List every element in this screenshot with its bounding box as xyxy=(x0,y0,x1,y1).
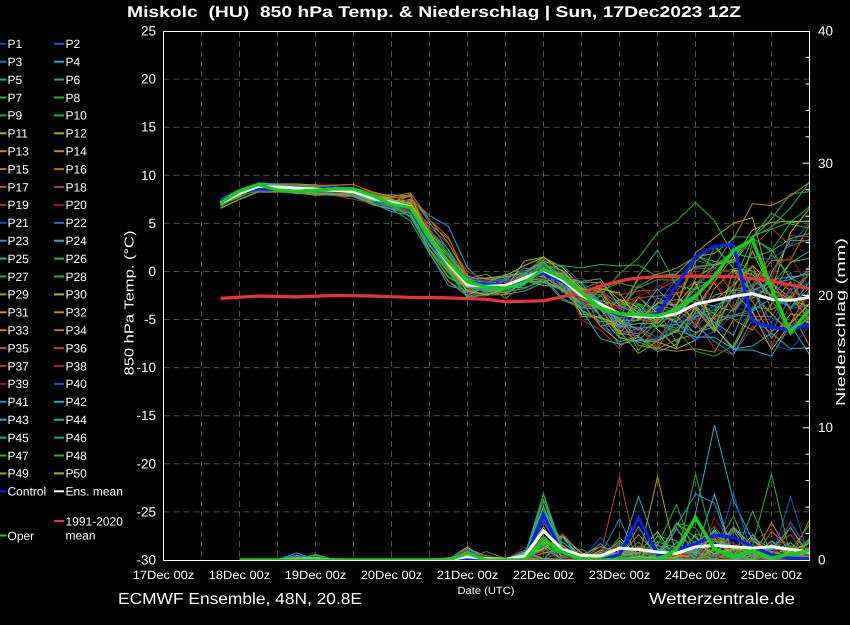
svg-text:P30: P30 xyxy=(66,288,88,302)
svg-text:P40: P40 xyxy=(66,377,88,391)
svg-text:P25: P25 xyxy=(8,252,30,266)
svg-text:P23: P23 xyxy=(8,234,30,248)
svg-text:P49: P49 xyxy=(8,467,30,481)
svg-text:P22: P22 xyxy=(66,216,88,230)
svg-text:18Dec 00z: 18Dec 00z xyxy=(209,568,271,582)
svg-text:P9: P9 xyxy=(8,109,23,123)
svg-text:20: 20 xyxy=(818,288,833,303)
svg-text:P33: P33 xyxy=(8,324,30,338)
svg-text:P34: P34 xyxy=(66,324,88,338)
svg-text:P21: P21 xyxy=(8,216,30,230)
svg-text:-30: -30 xyxy=(136,553,156,568)
svg-text:P29: P29 xyxy=(8,288,30,302)
svg-text:-10: -10 xyxy=(136,360,156,375)
svg-text:P24: P24 xyxy=(66,234,88,248)
svg-text:Date (UTC): Date (UTC) xyxy=(458,585,515,597)
svg-text:850 hPa Temp. (°C): 850 hPa Temp. (°C) xyxy=(122,231,137,376)
svg-text:25Dec 00z: 25Dec 00z xyxy=(741,568,803,582)
svg-text:-20: -20 xyxy=(136,456,156,471)
svg-text:P39: P39 xyxy=(8,377,30,391)
svg-text:Control: Control xyxy=(8,485,47,499)
svg-text:P44: P44 xyxy=(66,413,88,427)
svg-text:P5: P5 xyxy=(8,73,23,87)
svg-text:Oper: Oper xyxy=(8,529,35,543)
svg-text:10: 10 xyxy=(141,168,156,183)
svg-text:25: 25 xyxy=(141,24,156,39)
svg-text:P31: P31 xyxy=(8,306,30,320)
svg-text:24Dec 00z: 24Dec 00z xyxy=(665,568,727,582)
svg-text:Miskolc (HU) 850 hPa Temp. &: Miskolc (HU) 850 hPa Temp. & Niederschla… xyxy=(127,4,742,21)
svg-text:P1: P1 xyxy=(8,37,23,51)
svg-text:17Dec 00z: 17Dec 00z xyxy=(133,568,195,582)
svg-text:P48: P48 xyxy=(66,449,88,463)
svg-text:P7: P7 xyxy=(8,91,23,105)
svg-text:P8: P8 xyxy=(66,91,81,105)
svg-text:30: 30 xyxy=(818,156,833,171)
svg-text:P50: P50 xyxy=(66,467,88,481)
svg-text:1991-2020: 1991-2020 xyxy=(66,514,124,528)
svg-text:P18: P18 xyxy=(66,180,88,194)
svg-text:15: 15 xyxy=(141,120,156,135)
svg-text:P43: P43 xyxy=(8,413,30,427)
svg-text:P4: P4 xyxy=(66,55,81,69)
svg-text:P3: P3 xyxy=(8,55,23,69)
svg-text:P16: P16 xyxy=(66,162,88,176)
svg-text:P15: P15 xyxy=(8,162,30,176)
svg-text:P38: P38 xyxy=(66,359,88,373)
svg-text:-15: -15 xyxy=(136,408,156,423)
svg-text:P36: P36 xyxy=(66,341,88,355)
svg-text:5: 5 xyxy=(148,216,156,231)
svg-text:20Dec 00z: 20Dec 00z xyxy=(361,568,423,582)
svg-text:0: 0 xyxy=(818,553,826,568)
svg-text:0: 0 xyxy=(148,264,156,279)
svg-text:22Dec 00z: 22Dec 00z xyxy=(513,568,575,582)
svg-text:P46: P46 xyxy=(66,431,88,445)
svg-text:P17: P17 xyxy=(8,180,30,194)
svg-text:P47: P47 xyxy=(8,449,30,463)
svg-text:P35: P35 xyxy=(8,341,30,355)
svg-text:Ens. mean: Ens. mean xyxy=(66,485,123,499)
svg-text:20: 20 xyxy=(141,72,156,87)
svg-text:-5: -5 xyxy=(144,312,156,327)
svg-text:P42: P42 xyxy=(66,395,88,409)
svg-text:P32: P32 xyxy=(66,306,88,320)
svg-text:P12: P12 xyxy=(66,127,88,141)
svg-text:P45: P45 xyxy=(8,431,30,445)
svg-text:Niederschlag (mm): Niederschlag (mm) xyxy=(833,238,848,406)
svg-text:10: 10 xyxy=(818,420,833,435)
svg-text:P20: P20 xyxy=(66,198,88,212)
svg-text:40: 40 xyxy=(818,24,833,39)
svg-text:P6: P6 xyxy=(66,73,81,87)
svg-text:P14: P14 xyxy=(66,145,88,159)
svg-text:P28: P28 xyxy=(66,270,88,284)
svg-text:P10: P10 xyxy=(66,109,88,123)
svg-text:P13: P13 xyxy=(8,145,30,159)
svg-text:Wetterzentrale.de: Wetterzentrale.de xyxy=(649,591,795,608)
svg-text:21Dec 00z: 21Dec 00z xyxy=(437,568,499,582)
svg-text:mean: mean xyxy=(66,528,96,542)
svg-text:P27: P27 xyxy=(8,270,30,284)
svg-text:-25: -25 xyxy=(136,504,156,519)
svg-text:P19: P19 xyxy=(8,198,30,212)
svg-text:P2: P2 xyxy=(66,37,81,51)
svg-text:19Dec 00z: 19Dec 00z xyxy=(285,568,347,582)
svg-text:P26: P26 xyxy=(66,252,88,266)
svg-text:ECMWF Ensemble, 48N, 20.8E: ECMWF Ensemble, 48N, 20.8E xyxy=(118,591,362,608)
svg-text:P11: P11 xyxy=(8,127,29,141)
svg-text:P37: P37 xyxy=(8,359,30,373)
svg-text:23Dec 00z: 23Dec 00z xyxy=(589,568,651,582)
svg-text:P41: P41 xyxy=(8,395,30,409)
